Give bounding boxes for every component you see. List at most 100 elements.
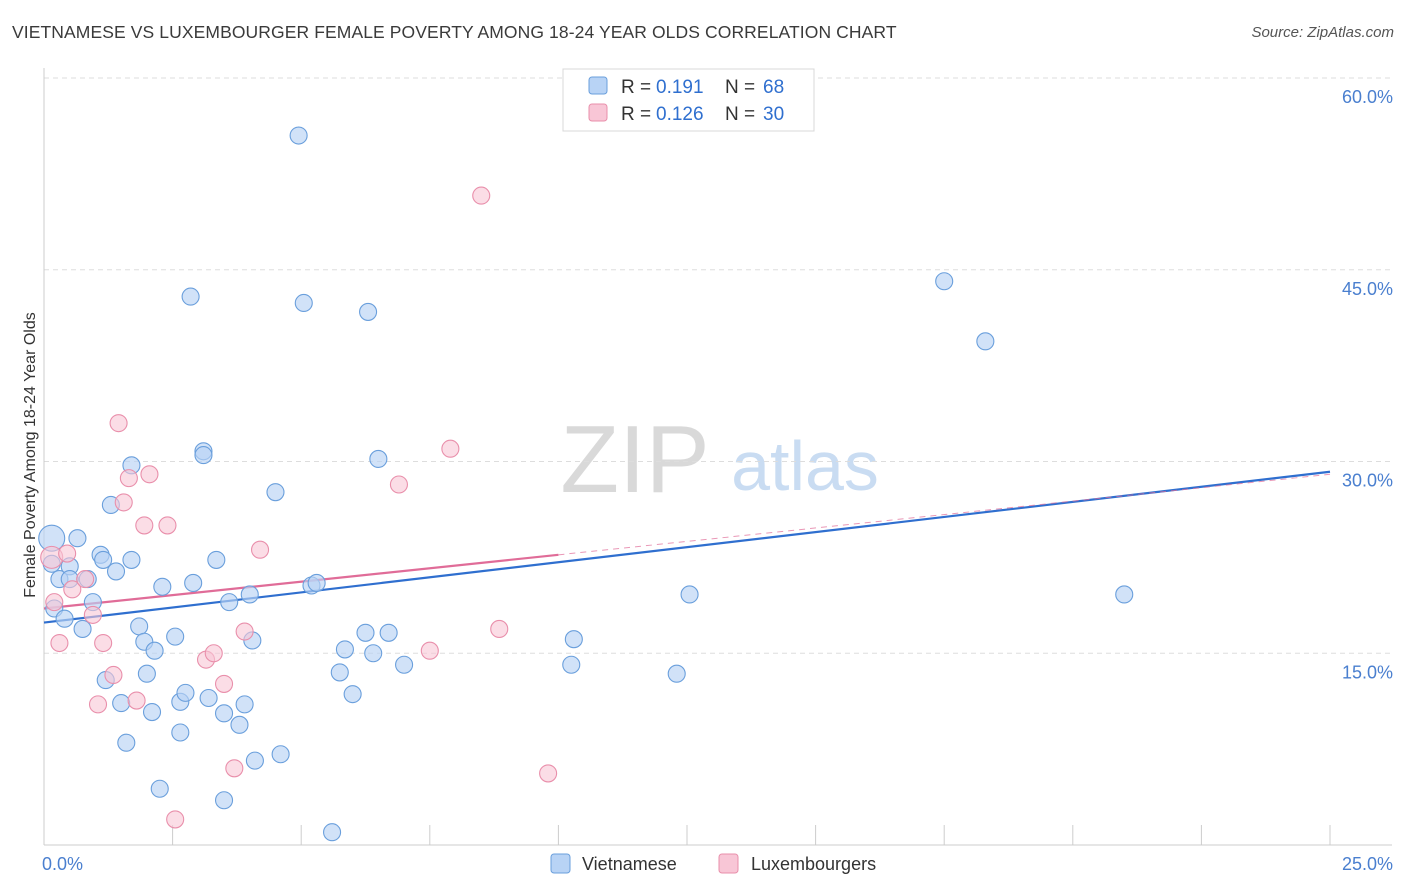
point-luxembourgers [472,186,491,205]
point-vietnamese [364,644,383,663]
point-vietnamese [199,688,218,708]
point-vietnamese [266,483,285,502]
point-vietnamese [117,733,136,752]
watermark-atlas: atlas [731,427,879,505]
point-luxembourgers [158,516,177,535]
legend-swatch-vietnamese [588,76,608,95]
tick-labels: 15.0% 30.0% 45.0% 60.0% 0.0% 25.0% [42,87,1393,874]
point-vietnamese [271,745,290,764]
point-vietnamese [379,623,398,642]
trend-line-vietnamese [43,470,1331,624]
point-luxembourgers [135,516,154,535]
trend-line-luxembourgers-extension [558,473,1331,556]
point-luxembourgers [119,469,138,488]
series-luxembourgers-points [40,186,558,829]
bottom-legend-label-vietnamese: Vietnamese [582,854,677,874]
point-vietnamese [150,779,169,798]
point-vietnamese [294,293,313,313]
point-vietnamese [55,609,74,628]
source-credit: Source: ZipAtlas.com [1251,24,1394,41]
point-luxembourgers [225,759,244,778]
point-vietnamese [235,695,254,714]
point-luxembourgers [539,764,558,783]
point-luxembourgers [127,691,146,710]
point-luxembourgers [420,641,439,660]
point-vietnamese [181,287,200,306]
legend-r-label-vietnamese: R = [621,77,651,98]
legend-n-value-luxembourgers: 30 [763,104,784,125]
point-vietnamese [343,685,362,704]
point-vietnamese [307,573,326,592]
point-vietnamese [184,573,203,592]
point-vietnamese [680,585,699,604]
point-luxembourgers [88,695,108,714]
point-luxembourgers [140,465,159,484]
point-vietnamese [207,550,226,569]
point-vietnamese [359,302,378,321]
point-vietnamese [230,715,249,734]
point-vietnamese [976,332,995,351]
y-axis-title: Female Poverty Among 18-24 Year Olds [22,312,39,598]
point-vietnamese [335,640,354,659]
point-luxembourgers [83,605,102,624]
point-luxembourgers [441,439,460,458]
point-vietnamese [667,664,686,683]
point-luxembourgers [58,544,77,563]
legend-r-label-luxembourgers: R = [621,104,651,125]
grid-lines [44,77,1392,654]
y-tick-label-1: 30.0% [1342,471,1393,491]
point-vietnamese [564,630,583,649]
legend-n-label-vietnamese: N = [725,77,755,98]
point-vietnamese [137,664,156,683]
point-vietnamese [289,126,308,145]
point-luxembourgers [76,570,95,589]
point-vietnamese [112,694,131,713]
point-luxembourgers [204,644,223,663]
point-vietnamese [395,655,414,674]
point-luxembourgers [94,633,113,653]
point-vietnamese [214,791,234,810]
point-vietnamese [240,585,259,604]
point-luxembourgers [214,674,234,693]
point-vietnamese [68,529,87,548]
point-luxembourgers [235,622,254,641]
point-vietnamese [356,623,375,642]
point-vietnamese [194,446,213,465]
y-tick-label-3: 60.0% [1342,87,1393,107]
stats-legend: R = 0.191 N = 68 R = 0.126 N = 30 [562,68,815,132]
legend-n-value-vietnamese: 68 [763,77,784,98]
point-vietnamese [1115,585,1134,604]
trend-line-luxembourgers [43,553,559,610]
bottom-legend-label-luxembourgers: Luxembourgers [751,854,876,874]
point-vietnamese [145,641,164,660]
watermark-zip: ZIP [560,406,709,513]
series-legend: Vietnamese Luxembourgers [550,853,876,874]
x-tick-label-1: 25.0% [1342,854,1393,874]
point-vietnamese [245,751,264,770]
point-vietnamese [130,617,149,636]
bottom-legend-swatch-vietnamese [550,853,571,874]
x-tick-label-0: 0.0% [42,854,83,874]
point-luxembourgers [250,540,270,559]
point-vietnamese [369,449,388,468]
point-vietnamese [935,272,954,291]
point-vietnamese [214,704,234,723]
point-luxembourgers [389,475,408,494]
point-vietnamese [330,663,349,682]
legend-swatch-luxembourgers [588,103,608,122]
chart-title: VIETNAMESE VS LUXEMBOURGER FEMALE POVERT… [12,22,897,42]
axes [43,68,1392,846]
point-luxembourgers [490,619,509,639]
point-vietnamese [122,550,141,569]
point-vietnamese [171,723,190,742]
point-vietnamese [73,619,92,639]
point-luxembourgers [63,580,82,599]
point-vietnamese [562,655,581,674]
point-vietnamese [106,562,126,581]
bottom-legend-swatch-luxembourgers [718,853,739,874]
point-luxembourgers [104,665,123,685]
legend-r-value-vietnamese: 0.191 [656,77,704,98]
point-vietnamese [94,550,113,569]
y-tick-label-2: 45.0% [1342,279,1393,299]
